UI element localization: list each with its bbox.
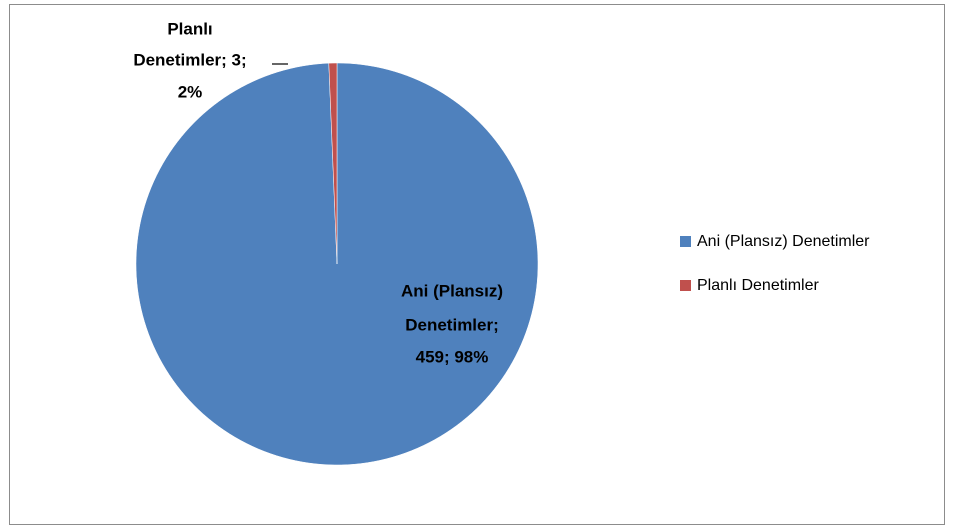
data-label: Denetimler; — [405, 315, 499, 334]
data-label: 459; 98% — [416, 347, 489, 366]
data-label: 2% — [178, 82, 203, 101]
legend-swatch — [680, 280, 691, 291]
legend-label: Planlı Denetimler — [697, 277, 820, 294]
data-label: Denetimler; 3; — [133, 50, 246, 69]
legend-swatch — [680, 236, 691, 247]
data-label: Planlı — [167, 19, 212, 38]
pie-slice — [328, 62, 338, 265]
legend-label: Ani (Plansız) Denetimler — [697, 233, 870, 250]
data-label: Ani (Plansız) — [401, 281, 503, 300]
